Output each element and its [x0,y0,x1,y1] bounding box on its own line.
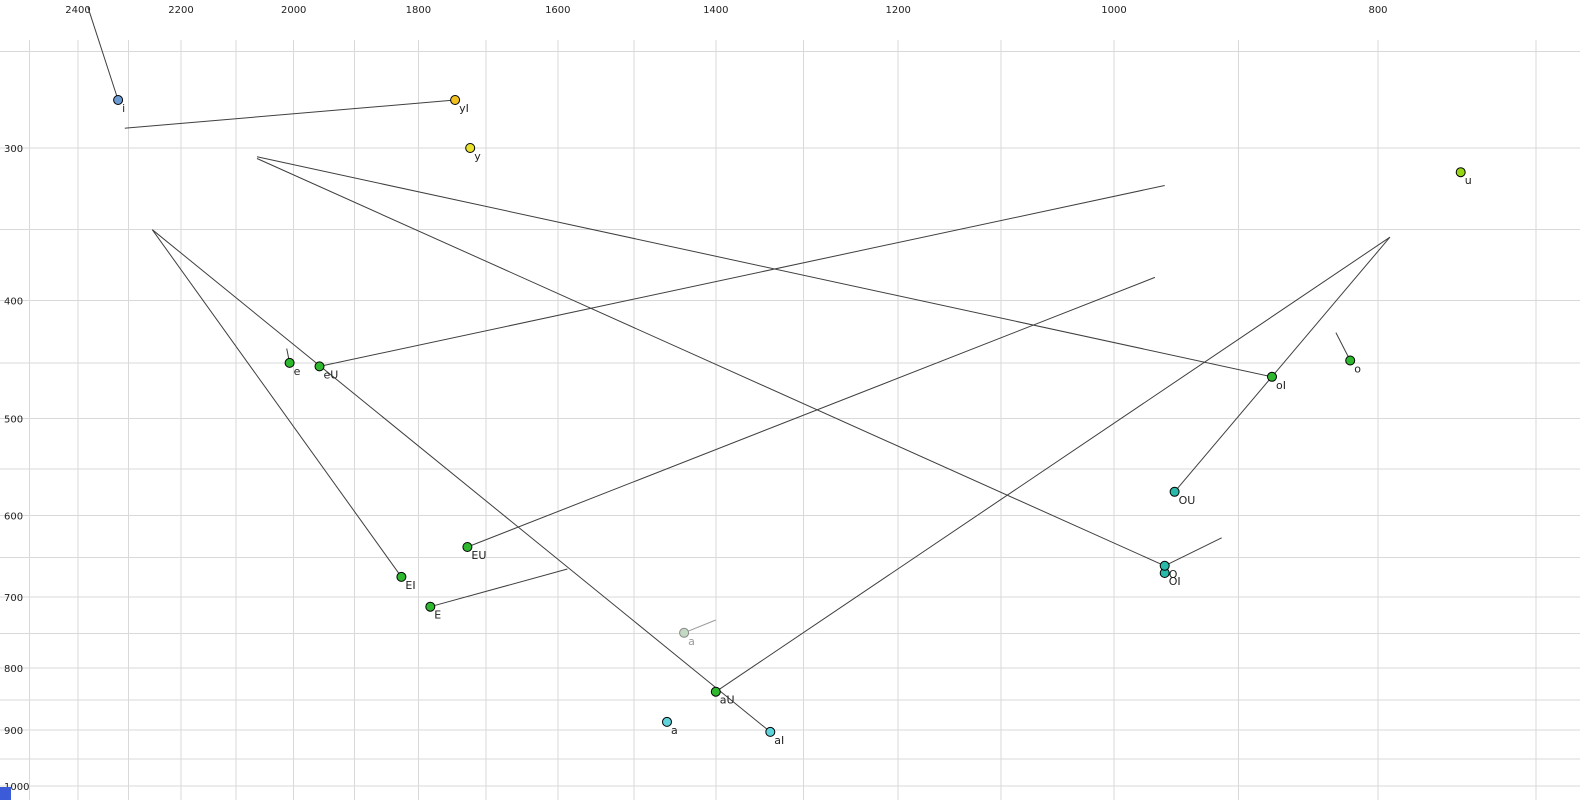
x-axis-tick-label: 2200 [168,5,193,16]
vowel-point-u [1455,167,1466,178]
vowel-label-EI: EI [405,579,415,592]
vowel-point-OU [1169,486,1180,497]
trace-line-OU-offglide [1174,236,1391,493]
vowel-point-eU [314,361,325,372]
trace-line-eU-offglide [319,185,1165,367]
trace-line-oI-offglide [256,156,1273,378]
vowel-point-EU [462,542,473,552]
vowel-point-a [679,627,690,638]
vowel-point-aU [710,686,721,697]
vowel-point-EI [396,571,407,582]
trace-line-EI-offglide [151,229,402,578]
trace-line-OI-offglide [256,158,1165,567]
x-axis-tick-label: 1200 [885,5,910,16]
vowel-point-i [113,95,124,105]
vowel-point-aI [765,726,776,737]
vowel-label-y: y [474,150,481,163]
vowel-label-OU: OU [1179,494,1196,507]
x-axis-tick-label: 1000 [1101,5,1126,16]
vowel-label-E: E [434,609,441,622]
vowel-label-O: O [1169,568,1178,581]
trace-line-i-offglide [87,7,119,101]
trace-line-o-offglide [1335,332,1351,361]
x-axis-tick-label: 800 [1368,5,1387,16]
y-axis-tick-label: 600 [4,511,23,522]
vowel-point-o [1345,355,1356,366]
vowel-point-y [465,143,476,153]
vowel-label-EU: EU [471,549,486,562]
vowel-point-O [1159,560,1170,571]
trace-line-aI-offglide [151,229,771,733]
vowel-point-e [284,357,295,368]
trace-line-a-gray-offglide [683,619,716,634]
vowel-label-a: a [688,635,695,648]
x-axis-tick-label: 2000 [281,5,306,16]
vowel-label-i: i [122,102,125,115]
trace-line-E-offglide [430,568,568,608]
vowel-label-a: a [671,724,678,737]
vowel-label-aU: aU [720,694,735,707]
vowel-point-yI [450,95,461,105]
corner-marker [0,787,11,800]
y-axis-tick-label: 1000 [4,782,29,793]
y-axis-tick-label: 300 [4,144,23,155]
vowel-point-oI [1267,371,1277,382]
y-axis-tick-label: 400 [4,296,23,307]
x-axis-tick-label: 1800 [406,5,431,16]
trace-line-EU-offglide [467,276,1156,548]
vowel-point-a [662,716,672,727]
trace-line-O-offglide [1164,537,1222,567]
vowel-label-oI: oI [1276,379,1286,392]
trace-line-aU-offglide [715,236,1391,693]
vowel-label-o: o [1354,363,1361,376]
trace-line-yI-offglide [124,99,456,129]
x-axis-tick-label: 2400 [65,5,90,16]
vowel-label-e: e [294,365,301,378]
vowel-point-E [425,601,436,612]
vowel-label-OI: OI [1169,575,1181,588]
x-axis-tick-label: 1400 [703,5,728,16]
vowel-label-aI: aI [774,734,784,747]
x-axis-tick-label: 1600 [545,5,570,16]
y-axis-tick-label: 800 [4,664,23,675]
y-axis-tick-label: 700 [4,593,23,604]
vowel-label-eU: eU [324,368,339,381]
vowel-label-u: u [1465,174,1472,187]
y-axis-tick-label: 500 [4,415,23,426]
vowel-label-yI: yI [459,102,469,115]
y-axis-tick-label: 900 [4,726,23,737]
